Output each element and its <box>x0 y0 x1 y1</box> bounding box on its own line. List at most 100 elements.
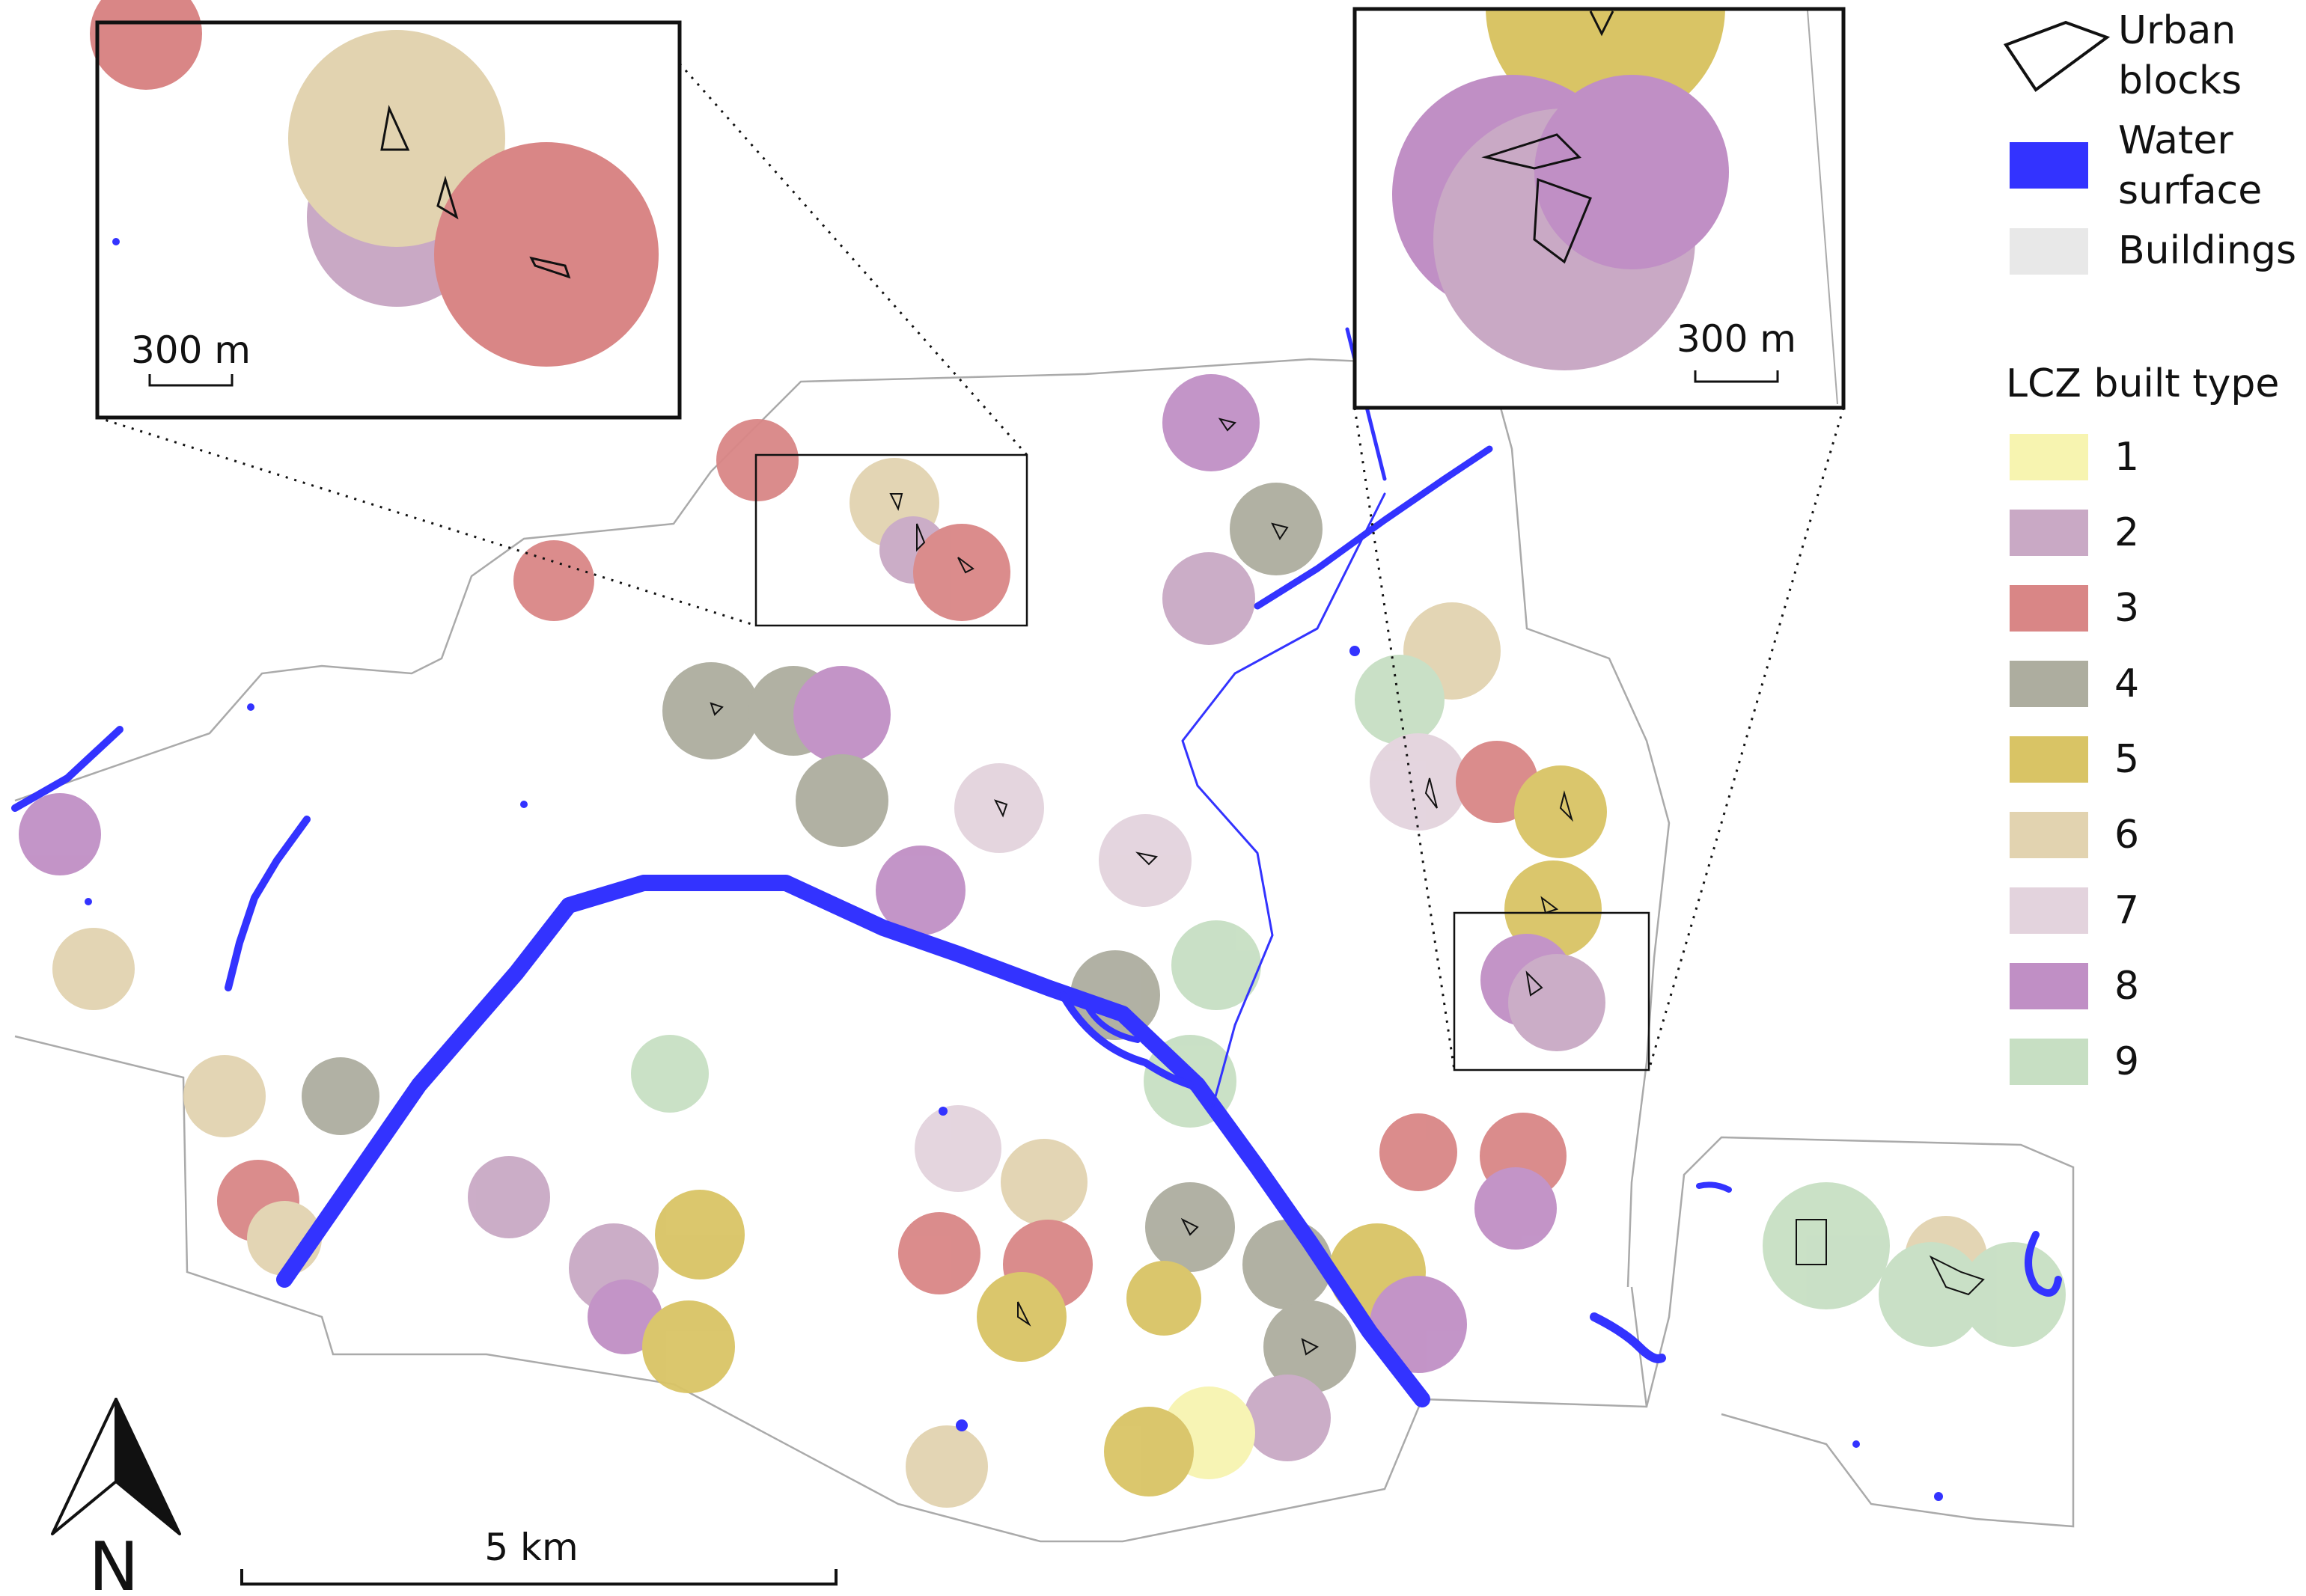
lcz-zone-5 <box>1514 765 1607 858</box>
legend-lcz-title: LCZ built type <box>2006 361 2279 406</box>
inset-right: 300 m <box>1352 0 1846 410</box>
lcz-zone-3 <box>513 540 594 621</box>
inset-left: 300 m <box>90 0 682 420</box>
buildings-swatch <box>2010 228 2088 275</box>
water-surfaces <box>11 327 2062 1407</box>
lcz-zone-9 <box>1355 655 1445 745</box>
lcz-label-1: 1 <box>2114 435 2139 480</box>
water-ponds <box>85 646 1943 1501</box>
lcz-label-6: 6 <box>2114 813 2139 857</box>
inset-connectors <box>97 63 1845 1071</box>
lcz-zone-5 <box>642 1300 735 1393</box>
lcz-swatch-8 <box>2010 963 2088 1009</box>
lcz-label-5: 5 <box>2114 737 2139 782</box>
lcz-zone-6 <box>906 1425 988 1508</box>
legend-water-line2: surface <box>2118 168 2262 213</box>
lcz-zones <box>19 374 2066 1508</box>
canal <box>1181 492 1386 1109</box>
lcz-legend-rows: 1 2 3 4 5 6 7 8 9 <box>2010 434 2139 1085</box>
lcz-zone-2 <box>1162 552 1255 645</box>
lcz-zone-6 <box>1001 1139 1088 1226</box>
inset-lcz-zone-6 <box>288 30 505 247</box>
lcz-swatch-3 <box>2010 585 2088 632</box>
lcz-zone-6 <box>52 928 135 1010</box>
lcz-zone-4 <box>1230 483 1323 575</box>
lcz-zone-8 <box>19 793 101 875</box>
lcz-zone-5 <box>1504 860 1602 958</box>
main-scale-bar <box>240 1569 838 1586</box>
lcz-zone-7 <box>1370 733 1467 831</box>
lcz-zone-8 <box>793 666 891 763</box>
lcz-swatch-5 <box>2010 736 2088 783</box>
north-label: N <box>88 1528 138 1596</box>
lcz-zone-8 <box>1474 1167 1557 1250</box>
main-scale-label: 5 km <box>484 1526 578 1569</box>
lcz-swatch-4 <box>2010 661 2088 707</box>
lcz-swatch-1 <box>2010 434 2088 480</box>
lcz-zone-7 <box>915 1105 1001 1192</box>
lcz-zone-5 <box>655 1190 745 1279</box>
lcz-label-4: 4 <box>2114 661 2139 706</box>
lcz-label-7: 7 <box>2114 888 2139 933</box>
zoom-box-right <box>1453 911 1650 1071</box>
lake <box>1696 1181 1732 1193</box>
lcz-zone-5 <box>1104 1407 1194 1496</box>
inset-left-scale-label: 300 m <box>131 328 251 372</box>
lcz-zone-3 <box>898 1212 980 1294</box>
city-boundary <box>14 358 2075 1543</box>
lake <box>2025 1231 2062 1297</box>
lcz-zone-9 <box>1171 920 1261 1010</box>
lcz-zone-6 <box>183 1055 266 1137</box>
lcz-label-2: 2 <box>2114 510 2139 555</box>
lcz-label-9: 9 <box>2114 1039 2139 1084</box>
lcz-zone-2 <box>1508 954 1605 1051</box>
north-arrow: N <box>51 1398 181 1596</box>
lake <box>225 816 311 991</box>
legend-buildings: Buildings <box>2118 228 2296 273</box>
lcz-zone-3 <box>913 524 1010 621</box>
canal <box>1254 445 1493 610</box>
legend-water-line1: Water <box>2118 118 2233 163</box>
main-river <box>276 875 1430 1407</box>
lcz-zone-5 <box>1126 1261 1201 1336</box>
water-swatch <box>2010 142 2088 189</box>
legend-urban-blocks-line2: blocks <box>2118 58 2242 103</box>
lcz-zone-4 <box>1263 1300 1356 1393</box>
urban-block-outlines <box>710 418 1985 1356</box>
legend-urban-blocks-line1: Urban <box>2118 8 2236 53</box>
zoom-boxes <box>754 453 1650 1071</box>
lcz-zone-3 <box>1379 1113 1457 1191</box>
lcz-swatch-9 <box>2010 1039 2088 1085</box>
lcz-swatch-2 <box>2010 510 2088 556</box>
urban-blocks-symbol <box>2003 20 2111 92</box>
zoom-box-left <box>754 453 1028 627</box>
lcz-label-8: 8 <box>2114 964 2139 1009</box>
inset-lcz-zone-3 <box>434 142 659 367</box>
inset-left-scale-bar <box>148 374 234 387</box>
lcz-swatch-7 <box>2010 887 2088 934</box>
lcz-label-3: 3 <box>2114 586 2139 631</box>
lcz-swatch-6 <box>2010 812 2088 858</box>
lcz-zone-8 <box>876 846 966 935</box>
lake <box>1590 1312 1666 1363</box>
lcz-zone-9 <box>1879 1242 1983 1347</box>
lcz-zone-4 <box>302 1057 379 1135</box>
lcz-zone-8 <box>1370 1276 1467 1373</box>
inset-right-scale-bar <box>1694 370 1779 383</box>
lcz-zone-5 <box>977 1272 1067 1362</box>
lcz-zone-4 <box>662 662 760 759</box>
lcz-zone-4 <box>1145 1182 1235 1272</box>
lcz-zone-8 <box>1162 374 1260 471</box>
lcz-zone-3 <box>716 419 799 501</box>
legend: Urban blocks Water surface Buildings LCZ… <box>2003 8 2296 1085</box>
lcz-zone-9 <box>1961 1242 2066 1347</box>
inset-lcz-zone-8 <box>1534 75 1729 269</box>
north-arrow-icon <box>51 1398 118 1535</box>
lcz-zone-2 <box>1244 1375 1331 1461</box>
west-canal <box>11 726 123 812</box>
lcz-zone-2 <box>468 1156 550 1238</box>
lcz-zone-9 <box>631 1035 709 1113</box>
lcz-zone-4 <box>796 754 888 847</box>
inset-right-scale-label: 300 m <box>1677 317 1796 361</box>
